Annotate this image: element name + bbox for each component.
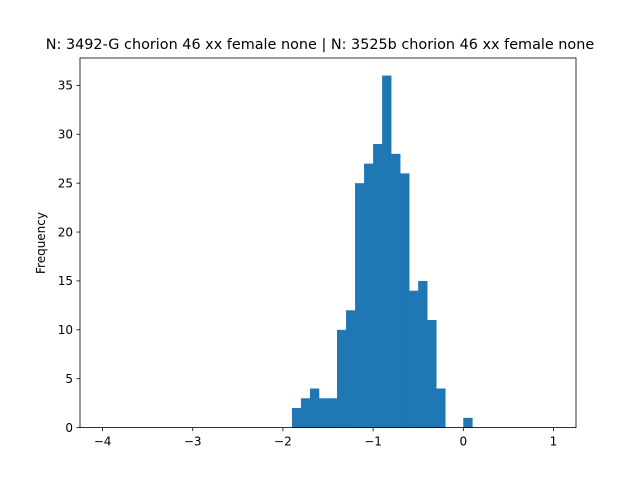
x-tick-label: 0: [459, 435, 467, 449]
histogram-bar: [346, 310, 356, 428]
histogram-bar: [436, 388, 446, 428]
histogram-bar: [309, 388, 320, 428]
histogram-bars: [291, 75, 473, 428]
x-axis-ticks: −4 −3 −2 −1 0 1: [94, 427, 558, 449]
y-tick-label: 0: [65, 421, 73, 435]
histogram-bar: [400, 173, 410, 428]
histogram-bar: [409, 290, 419, 428]
histogram-bar: [328, 398, 338, 428]
x-tick-label: −1: [364, 435, 382, 449]
histogram-bar: [382, 75, 392, 428]
histogram-bar: [373, 144, 383, 428]
histogram-bar: [300, 398, 311, 428]
histogram-bar: [318, 398, 329, 428]
y-tick-label: 10: [58, 323, 73, 337]
histogram-bar: [337, 329, 347, 428]
y-tick-label: 20: [58, 225, 73, 239]
y-tick-label: 35: [58, 79, 73, 93]
histogram-bar: [463, 417, 473, 428]
y-axis-label: Frequency: [34, 212, 48, 274]
y-tick-label: 15: [58, 274, 73, 288]
y-tick-label: 5: [65, 372, 73, 386]
histogram-bar: [291, 408, 302, 428]
histogram-bar: [355, 183, 365, 428]
x-tick-label: 1: [550, 435, 558, 449]
y-tick-label: 25: [58, 176, 73, 190]
x-tick-label: −4: [94, 435, 112, 449]
plot-frame: [79, 57, 577, 429]
chart-title: N: 3492-G chorion 46 xx female none | N:…: [46, 37, 595, 53]
histogram-bar: [427, 320, 437, 428]
histogram-bar: [391, 153, 401, 428]
y-axis-ticks: 0 5 10 15 20 25 30 35: [58, 79, 80, 435]
histogram-bar: [418, 280, 428, 428]
y-tick-label: 30: [58, 128, 73, 142]
x-tick-label: −3: [184, 435, 202, 449]
histogram-bar: [364, 163, 374, 428]
x-tick-label: −2: [274, 435, 292, 449]
